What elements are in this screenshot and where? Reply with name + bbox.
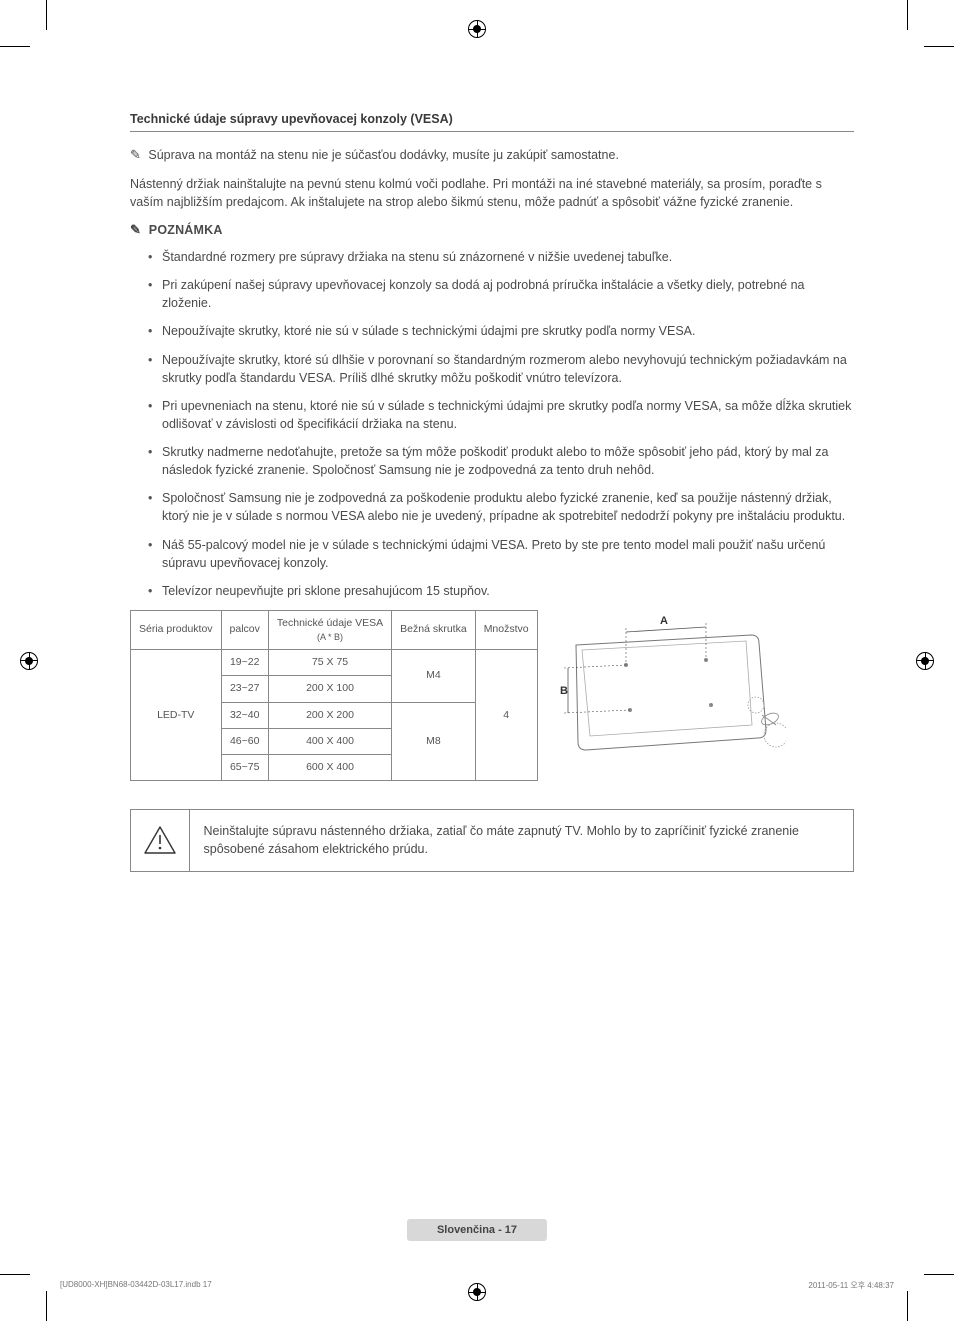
- crop-mark: [0, 1274, 30, 1275]
- crop-mark: [924, 46, 954, 47]
- cell-vesa: 200 X 100: [268, 676, 391, 702]
- th-vesa-sub: (A * B): [277, 631, 383, 644]
- th-screw: Bežná skrutka: [392, 610, 476, 649]
- intro-note-text: Súprava na montáž na stenu nie je súčasť…: [148, 148, 619, 162]
- cell-inches: 23~27: [221, 676, 268, 702]
- print-footer-right: 2011-05-11 오후 4:48:37: [808, 1280, 894, 1291]
- intro-paragraph: Nástenný držiak nainštalujte na pevnú st…: [130, 175, 854, 211]
- intro-note: ✎ Súprava na montáž na stenu nie je súča…: [130, 146, 854, 165]
- list-item: Nepoužívajte skrutky, ktoré sú dlhšie v …: [148, 351, 854, 387]
- cell-qty: 4: [475, 650, 537, 781]
- notes-list: Štandardné rozmery pre súpravy držiaka n…: [130, 248, 854, 600]
- registration-mark-icon: [468, 20, 486, 38]
- label-b: B: [560, 685, 568, 697]
- section-title: Technické údaje súpravy upevňovacej konz…: [130, 110, 854, 132]
- cell-vesa: 400 X 400: [268, 728, 391, 754]
- th-qty: Množstvo: [475, 610, 537, 649]
- page-footer: Slovenčina - 17: [407, 1219, 547, 1241]
- print-footer: [UD8000-XH]BN68-03442D-03L17.indb 17 201…: [60, 1280, 894, 1291]
- note-icon: ✎: [130, 147, 141, 162]
- crop-mark: [924, 1274, 954, 1275]
- registration-mark-icon: [20, 652, 38, 670]
- warning-icon-cell: [131, 810, 190, 870]
- table-row: LED-TV 19~22 75 X 75 M4 4: [131, 650, 538, 676]
- note-icon: ✎: [130, 222, 141, 237]
- crop-mark: [0, 46, 30, 47]
- note-heading-text: POZNÁMKA: [149, 223, 223, 237]
- list-item: Skrutky nadmerne nedoťahujte, pretože sa…: [148, 443, 854, 479]
- vesa-spec-table: Séria produktov palcov Technické údaje V…: [130, 610, 538, 781]
- list-item: Náš 55-palcový model nie je v súlade s t…: [148, 536, 854, 572]
- warning-text: Neinštalujte súpravu nástenného držiaka,…: [190, 810, 853, 870]
- cell-series: LED-TV: [131, 650, 222, 781]
- registration-mark-icon: [916, 652, 934, 670]
- table-header-row: Séria produktov palcov Technické údaje V…: [131, 610, 538, 649]
- th-inches: palcov: [221, 610, 268, 649]
- cell-inches: 46~60: [221, 728, 268, 754]
- cell-vesa: 75 X 75: [268, 650, 391, 676]
- list-item: Štandardné rozmery pre súpravy držiaka n…: [148, 248, 854, 266]
- cell-vesa: 200 X 200: [268, 702, 391, 728]
- list-item: Spoločnosť Samsung nie je zodpovedná za …: [148, 489, 854, 525]
- list-item: Televízor neupevňujte pri sklone presahu…: [148, 582, 854, 600]
- print-footer-left: [UD8000-XH]BN68-03442D-03L17.indb 17: [60, 1280, 212, 1291]
- note-heading: ✎ POZNÁMKA: [130, 221, 854, 240]
- cell-inches: 65~75: [221, 755, 268, 781]
- vesa-diagram: A B: [556, 610, 786, 765]
- cell-screw: M4: [392, 650, 476, 702]
- crop-mark: [907, 0, 908, 30]
- list-item: Nepoužívajte skrutky, ktoré nie sú v súl…: [148, 322, 854, 340]
- table-diagram-row: Séria produktov palcov Technické údaje V…: [130, 610, 854, 781]
- crop-mark: [46, 1291, 47, 1321]
- th-series: Séria produktov: [131, 610, 222, 649]
- cell-inches: 19~22: [221, 650, 268, 676]
- cell-inches: 32~40: [221, 702, 268, 728]
- warning-box: Neinštalujte súpravu nástenného držiaka,…: [130, 809, 854, 871]
- crop-mark: [907, 1291, 908, 1321]
- list-item: Pri upevneniach na stenu, ktoré nie sú v…: [148, 397, 854, 433]
- crop-mark: [46, 0, 47, 30]
- th-vesa: Technické údaje VESA (A * B): [268, 610, 391, 649]
- cell-vesa: 600 X 400: [268, 755, 391, 781]
- list-item: Pri zakúpení našej súpravy upevňovacej k…: [148, 276, 854, 312]
- cell-screw: M8: [392, 702, 476, 781]
- label-a: A: [660, 615, 668, 627]
- page-content: Technické údaje súpravy upevňovacej konz…: [130, 110, 854, 872]
- warning-icon: [144, 826, 176, 854]
- th-vesa-main: Technické údaje VESA: [277, 617, 383, 629]
